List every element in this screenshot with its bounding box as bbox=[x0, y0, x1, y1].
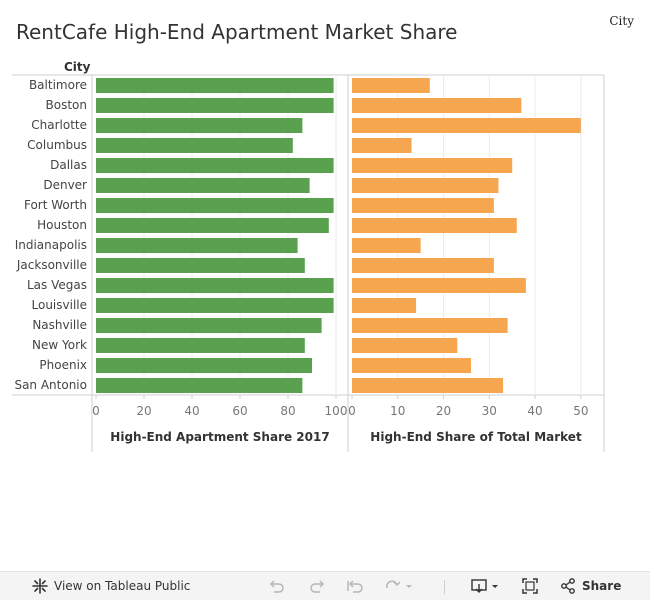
city-label: Charlotte bbox=[31, 118, 87, 132]
legend-title: City bbox=[609, 14, 634, 28]
total-market-bar[interactable] bbox=[352, 118, 581, 133]
total-market-bar[interactable] bbox=[352, 298, 417, 313]
city-label: Las Vegas bbox=[27, 278, 87, 292]
redo-icon[interactable] bbox=[308, 578, 326, 594]
share-2017-bars bbox=[96, 78, 334, 393]
tick-label: 0 bbox=[348, 404, 356, 418]
city-label: Baltimore bbox=[29, 78, 87, 92]
download-icon[interactable] bbox=[470, 578, 502, 594]
tick-label: 50 bbox=[573, 404, 588, 418]
share-2017-bar[interactable] bbox=[96, 238, 298, 253]
city-label: San Antonio bbox=[14, 378, 87, 392]
tick-label: 80 bbox=[280, 404, 295, 418]
city-label: Fort Worth bbox=[24, 198, 87, 212]
bar-chart: City Baltimore Boston Charlotte Columbus Dal… bbox=[12, 60, 605, 452]
toolbar-divider bbox=[444, 580, 445, 594]
share-2017-bar[interactable] bbox=[96, 98, 334, 113]
city-label: Boston bbox=[46, 98, 87, 112]
city-label: Houston bbox=[37, 218, 87, 232]
total-market-bars bbox=[352, 78, 581, 393]
share-label: Share bbox=[582, 579, 622, 593]
undo-icon[interactable] bbox=[268, 578, 286, 594]
total-market-bar[interactable] bbox=[352, 178, 499, 193]
share-2017-bar[interactable] bbox=[96, 198, 334, 213]
city-label: Phoenix bbox=[39, 358, 87, 372]
total-market-bar[interactable] bbox=[352, 318, 508, 333]
share-2017-bar[interactable] bbox=[96, 278, 334, 293]
share-2017-bar[interactable] bbox=[96, 298, 334, 313]
city-label: Indianapolis bbox=[15, 238, 87, 252]
total-market-bar[interactable] bbox=[352, 358, 471, 373]
right-axis-title: High-End Share of Total Market bbox=[370, 430, 582, 444]
total-market-bar[interactable] bbox=[352, 98, 522, 113]
tick-label: 10 bbox=[390, 404, 405, 418]
tick-label: 40 bbox=[527, 404, 542, 418]
city-label: Jacksonville bbox=[16, 258, 87, 272]
share-2017-bar[interactable] bbox=[96, 378, 303, 393]
total-market-bar[interactable] bbox=[352, 78, 430, 93]
total-market-bar[interactable] bbox=[352, 338, 458, 353]
share-2017-bar[interactable] bbox=[96, 78, 334, 93]
share-2017-bar[interactable] bbox=[96, 218, 329, 233]
share-2017-bar[interactable] bbox=[96, 338, 305, 353]
total-market-bar[interactable] bbox=[352, 198, 494, 213]
city-label: Nashville bbox=[32, 318, 87, 332]
city-label: Louisville bbox=[32, 298, 88, 312]
view-on-tableau-label: View on Tableau Public bbox=[54, 579, 191, 593]
city-label: Dallas bbox=[50, 158, 87, 172]
total-market-bar[interactable] bbox=[352, 238, 421, 253]
left-axis-title: High-End Apartment Share 2017 bbox=[110, 430, 329, 444]
row-header: City bbox=[64, 60, 91, 74]
city-label: Columbus bbox=[27, 138, 87, 152]
refresh-icon[interactable] bbox=[384, 578, 414, 594]
share-2017-bar[interactable] bbox=[96, 118, 303, 133]
right-axis-ticks: 0 10 20 30 40 50 bbox=[348, 395, 588, 418]
left-axis-ticks: 0 20 40 60 80 100 bbox=[92, 395, 347, 418]
tick-label: 0 bbox=[92, 404, 100, 418]
revert-icon[interactable] bbox=[346, 578, 364, 594]
dashboard-title: RentCafe High-End Apartment Market Share bbox=[16, 20, 458, 44]
total-market-bar[interactable] bbox=[352, 278, 526, 293]
view-on-tableau-link[interactable]: View on Tableau Public bbox=[32, 578, 190, 594]
tick-label: 40 bbox=[184, 404, 199, 418]
tick-label: 100 bbox=[325, 404, 348, 418]
share-2017-bar[interactable] bbox=[96, 158, 334, 173]
city-label: Denver bbox=[43, 178, 87, 192]
total-market-bar[interactable] bbox=[352, 258, 494, 273]
chart-frame bbox=[12, 74, 605, 452]
tick-label: 20 bbox=[136, 404, 151, 418]
tableau-toolbar: View on Tableau Public Share bbox=[0, 571, 650, 600]
total-market-bar[interactable] bbox=[352, 138, 412, 153]
tick-label: 60 bbox=[232, 404, 247, 418]
share-2017-bar[interactable] bbox=[96, 178, 310, 193]
tableau-logo-icon bbox=[32, 578, 48, 594]
city-labels: Baltimore Boston Charlotte Columbus Dallas De… bbox=[14, 78, 87, 392]
total-market-bar[interactable] bbox=[352, 378, 504, 393]
total-market-bar[interactable] bbox=[352, 158, 513, 173]
share-2017-bar[interactable] bbox=[96, 258, 305, 273]
share-icon bbox=[560, 578, 576, 594]
tick-label: 30 bbox=[482, 404, 497, 418]
total-market-bar[interactable] bbox=[352, 218, 517, 233]
share-button[interactable]: Share bbox=[560, 578, 621, 594]
share-2017-bar[interactable] bbox=[96, 138, 293, 153]
share-2017-bar[interactable] bbox=[96, 358, 312, 373]
city-label: New York bbox=[32, 338, 87, 352]
share-2017-bar[interactable] bbox=[96, 318, 322, 333]
fullscreen-icon[interactable] bbox=[522, 578, 538, 594]
tick-label: 20 bbox=[436, 404, 451, 418]
